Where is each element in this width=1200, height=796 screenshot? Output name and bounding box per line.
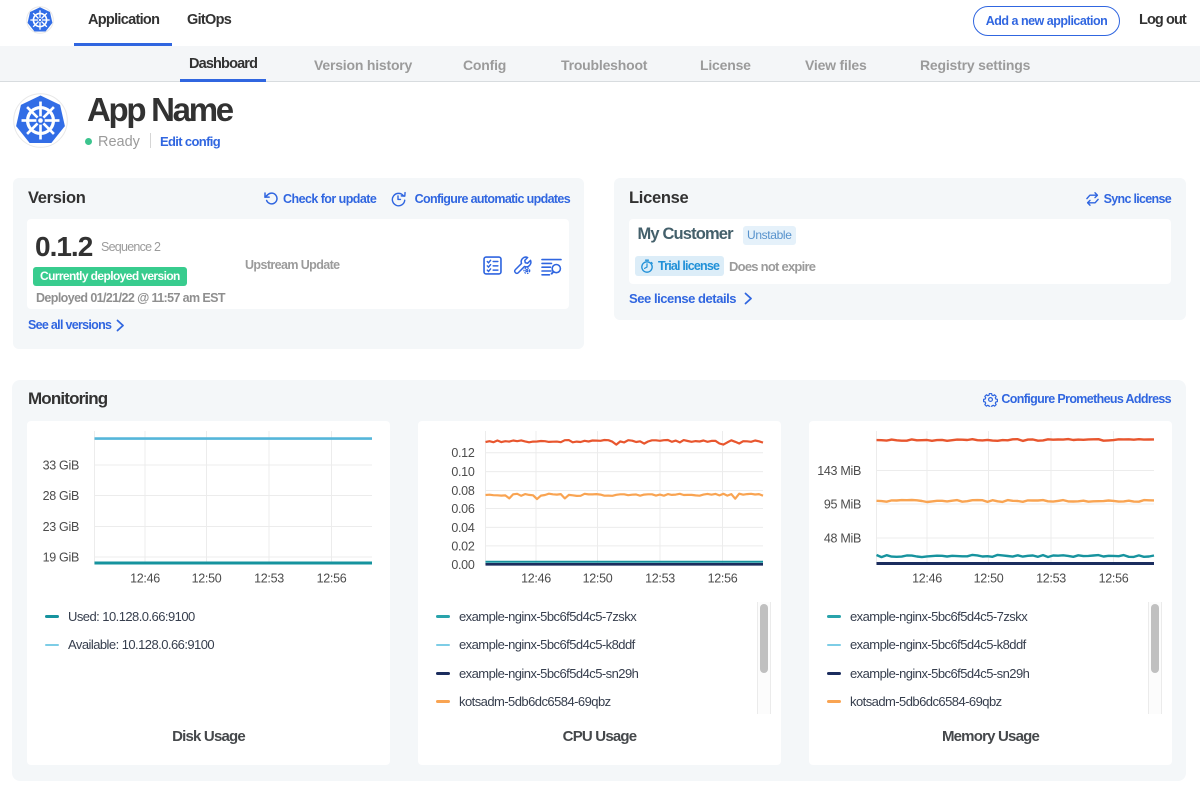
svg-text:95 MiB: 95 MiB xyxy=(824,498,861,512)
svg-text:19 GiB: 19 GiB xyxy=(43,551,79,565)
svg-text:12:53: 12:53 xyxy=(645,572,675,586)
svg-text:0.00: 0.00 xyxy=(451,558,474,572)
svg-text:0.06: 0.06 xyxy=(451,502,474,516)
svg-text:143 MiB: 143 MiB xyxy=(817,464,861,478)
svg-text:48 MiB: 48 MiB xyxy=(824,532,861,546)
svg-text:12:50: 12:50 xyxy=(974,572,1004,586)
svg-text:0.12: 0.12 xyxy=(451,446,474,460)
svg-text:12:56: 12:56 xyxy=(1099,572,1129,586)
svg-text:12:50: 12:50 xyxy=(583,572,613,586)
svg-text:12:56: 12:56 xyxy=(317,572,347,586)
svg-text:23 GiB: 23 GiB xyxy=(43,520,79,534)
svg-text:12:46: 12:46 xyxy=(521,572,551,586)
svg-text:12:56: 12:56 xyxy=(708,572,738,586)
svg-text:0.02: 0.02 xyxy=(451,539,474,553)
svg-text:33 GiB: 33 GiB xyxy=(43,459,79,473)
svg-text:28 GiB: 28 GiB xyxy=(43,489,79,503)
svg-text:12:46: 12:46 xyxy=(130,572,160,586)
svg-text:12:53: 12:53 xyxy=(1036,572,1066,586)
svg-text:12:53: 12:53 xyxy=(254,572,284,586)
svg-text:0.10: 0.10 xyxy=(451,465,474,479)
svg-text:12:50: 12:50 xyxy=(192,572,222,586)
svg-text:12:46: 12:46 xyxy=(912,572,942,586)
svg-text:0.04: 0.04 xyxy=(451,521,474,535)
svg-text:0.08: 0.08 xyxy=(451,484,474,498)
